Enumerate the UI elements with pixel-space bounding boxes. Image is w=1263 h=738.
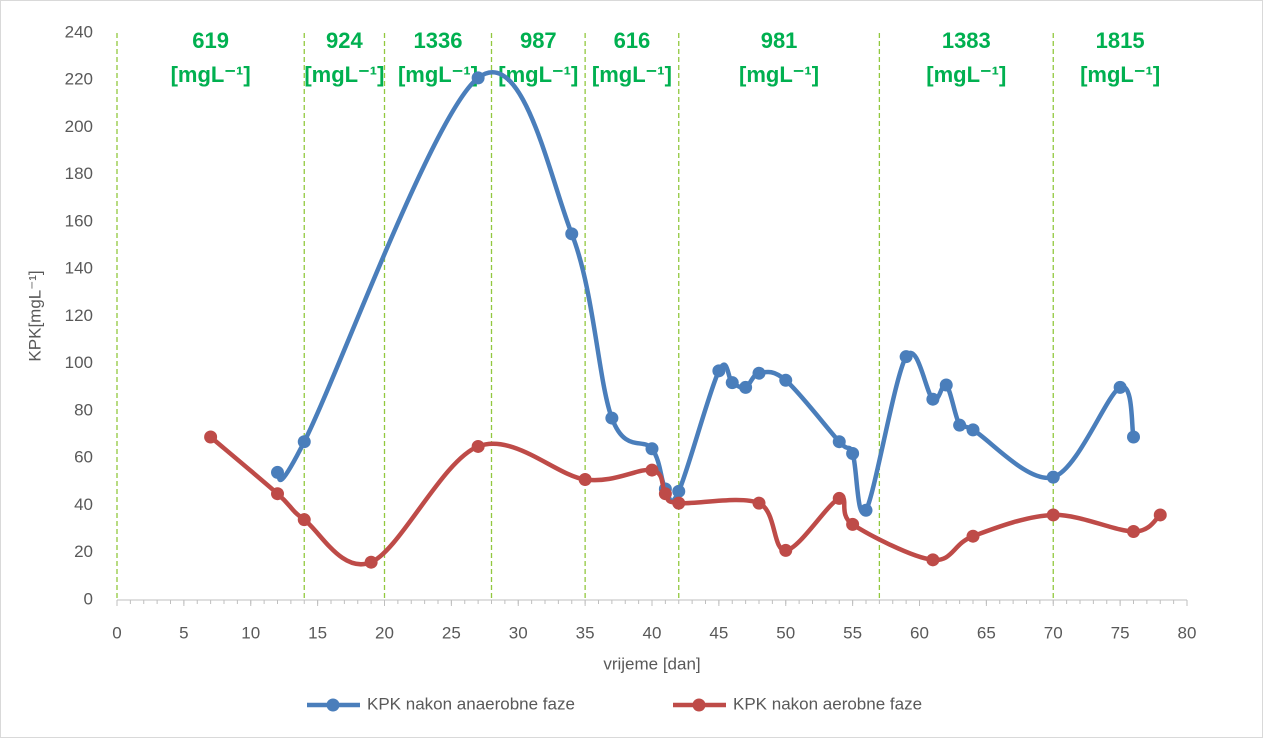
- data-point: [859, 503, 873, 517]
- data-point: [752, 496, 766, 510]
- x-tick-label: 20: [375, 623, 394, 642]
- legend-label: KPK nakon aerobne faze: [733, 694, 922, 713]
- annotation-unit: [mgL⁻¹]: [592, 62, 672, 87]
- data-point: [578, 473, 592, 487]
- data-point: [926, 553, 940, 567]
- y-tick-label: 40: [74, 495, 93, 514]
- y-tick-label: 80: [74, 400, 93, 419]
- y-tick-label: 160: [65, 211, 93, 230]
- x-tick-label: 80: [1178, 623, 1197, 642]
- data-point: [672, 496, 686, 510]
- annotation-unit: [mgL⁻¹]: [304, 62, 384, 87]
- data-point: [939, 378, 953, 392]
- annotation-value: 1336: [414, 28, 463, 53]
- data-point: [645, 442, 659, 456]
- data-point: [605, 411, 619, 425]
- annotation-value: 1383: [942, 28, 991, 53]
- annotation-unit: [mgL⁻¹]: [739, 62, 819, 87]
- data-point: [1127, 524, 1140, 538]
- data-point: [364, 555, 378, 569]
- y-tick-label: 20: [74, 542, 93, 561]
- data-point: [565, 227, 579, 241]
- annotation-value: 616: [614, 28, 651, 53]
- annotation-value: 987: [520, 28, 557, 53]
- x-tick-label: 10: [241, 623, 260, 642]
- annotation-unit: [mgL⁻¹]: [171, 62, 251, 87]
- y-tick-label: 0: [84, 589, 93, 608]
- annotation-unit: [mgL⁻¹]: [926, 62, 1006, 87]
- data-point: [779, 543, 793, 557]
- x-tick-label: 15: [308, 623, 327, 642]
- data-point: [752, 366, 766, 380]
- y-tick-label: 200: [65, 117, 93, 136]
- y-axis-label: KPK[mgL⁻¹]: [25, 270, 44, 361]
- annotation-value: 619: [192, 28, 229, 53]
- data-point: [297, 435, 311, 449]
- data-point: [926, 392, 940, 406]
- x-tick-label: 55: [843, 623, 862, 642]
- y-tick-label: 100: [65, 353, 93, 372]
- data-point: [1046, 508, 1060, 522]
- data-point: [271, 465, 284, 479]
- y-tick-label: 240: [65, 22, 93, 41]
- data-point: [832, 435, 846, 449]
- x-tick-label: 50: [776, 623, 795, 642]
- y-tick-label: 60: [74, 448, 93, 467]
- data-point: [953, 418, 967, 432]
- x-tick-label: 75: [1111, 623, 1130, 642]
- data-point: [271, 487, 284, 501]
- data-point: [1046, 470, 1060, 484]
- x-tick-label: 30: [509, 623, 528, 642]
- legend-marker: [326, 698, 340, 712]
- x-tick-label: 40: [643, 623, 662, 642]
- data-point: [712, 364, 726, 378]
- data-point: [739, 380, 753, 394]
- y-tick-label: 180: [65, 164, 93, 183]
- x-tick-label: 0: [112, 623, 121, 642]
- x-axis-label: vrijeme [dan]: [603, 654, 700, 673]
- data-point: [204, 430, 218, 444]
- data-point: [846, 517, 860, 531]
- data-point: [1153, 508, 1167, 522]
- x-tick-label: 70: [1044, 623, 1063, 642]
- data-point: [471, 71, 485, 85]
- annotation-value: 1815: [1096, 28, 1145, 53]
- annotation-unit: [mgL⁻¹]: [1080, 62, 1160, 87]
- data-point: [297, 513, 311, 527]
- x-tick-label: 65: [977, 623, 996, 642]
- data-point: [725, 376, 739, 390]
- data-point: [846, 447, 860, 461]
- data-point: [1113, 380, 1127, 394]
- data-point: [645, 463, 659, 477]
- data-point: [966, 529, 980, 543]
- x-tick-label: 45: [709, 623, 728, 642]
- annotation-value: 981: [761, 28, 798, 53]
- y-tick-label: 120: [65, 306, 93, 325]
- data-point: [899, 350, 913, 364]
- y-tick-label: 140: [65, 259, 93, 278]
- x-tick-label: 5: [179, 623, 188, 642]
- legend-label: KPK nakon anaerobne faze: [367, 694, 575, 713]
- legend-marker: [692, 698, 706, 712]
- data-point: [1127, 430, 1140, 444]
- annotation-unit: [mgL⁻¹]: [398, 62, 478, 87]
- data-point: [779, 373, 793, 387]
- data-point: [832, 491, 846, 505]
- x-tick-label: 35: [576, 623, 595, 642]
- data-point: [966, 423, 980, 437]
- x-tick-label: 25: [442, 623, 461, 642]
- data-point: [471, 439, 485, 453]
- data-point: [658, 487, 672, 501]
- annotation-value: 924: [326, 28, 363, 53]
- x-tick-label: 60: [910, 623, 929, 642]
- data-point: [672, 484, 686, 498]
- y-tick-label: 220: [65, 70, 93, 89]
